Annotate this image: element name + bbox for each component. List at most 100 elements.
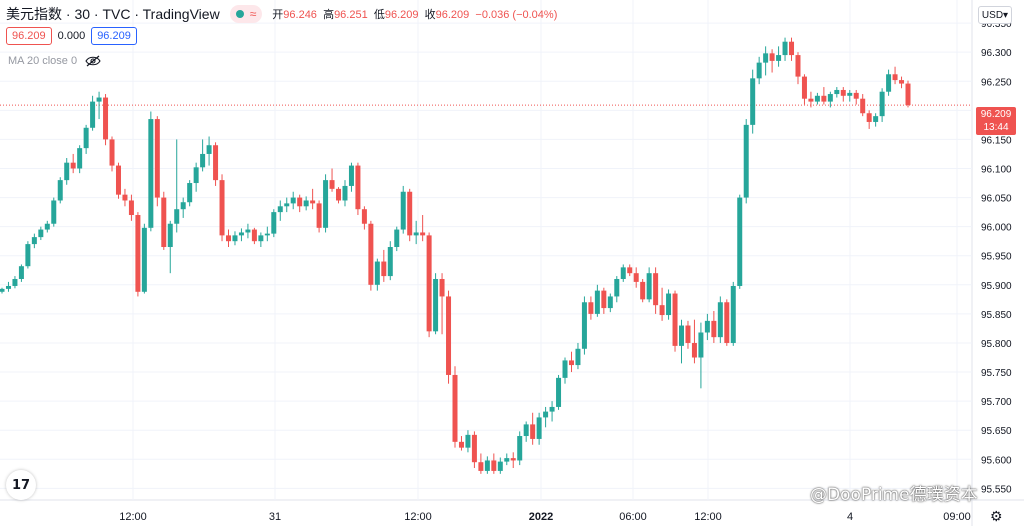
candle-body (491, 460, 497, 471)
x-tick-label: 31 (269, 511, 281, 523)
candle (226, 229, 231, 248)
y-tick-label: 95.800 (981, 339, 1012, 350)
candle (368, 220, 374, 291)
candle (258, 232, 264, 248)
spread-value: 0.000 (57, 30, 86, 42)
candle (290, 191, 296, 210)
candle-body (575, 348, 581, 366)
candle (517, 431, 523, 466)
candle-body (251, 229, 257, 242)
candle-body (879, 91, 885, 117)
candle (607, 293, 613, 313)
candle (348, 162, 354, 192)
candle-body (83, 127, 89, 149)
candle (284, 197, 290, 213)
candle-body (504, 458, 510, 462)
candle (109, 136, 115, 172)
candle (562, 357, 568, 384)
candle (115, 162, 121, 199)
candle (323, 174, 329, 233)
candle (303, 196, 309, 211)
buy-price-button[interactable]: 96.209 (91, 27, 137, 45)
candle (594, 284, 600, 317)
candle (536, 412, 542, 445)
candle-body (245, 229, 251, 233)
candle (601, 287, 607, 314)
candle-body (264, 233, 270, 236)
candle-body (847, 92, 853, 96)
candle-body (704, 320, 710, 333)
y-tick-label: 95.600 (981, 455, 1012, 466)
candle (711, 310, 717, 343)
candle (167, 220, 173, 274)
x-tick-label: 06:00 (619, 511, 647, 523)
candle-body (420, 232, 426, 236)
candle (763, 46, 769, 76)
candle-body (698, 332, 704, 358)
candle-body (38, 229, 44, 238)
candle (316, 200, 322, 233)
y-tick-label: 96.100 (981, 164, 1012, 175)
candle-body (633, 273, 639, 282)
tradingview-logo[interactable]: 17 (6, 470, 36, 500)
candle (251, 227, 257, 245)
candle-body (510, 458, 516, 461)
candle (51, 197, 57, 227)
candle (374, 258, 380, 291)
candle (70, 153, 76, 174)
candle-body (297, 197, 303, 207)
currency-dropdown[interactable]: USD▾ (978, 6, 1012, 24)
close-value: 96.209 (435, 9, 470, 21)
candle-body (57, 180, 63, 201)
candle-body (530, 424, 536, 439)
candle (530, 412, 536, 445)
candle-body (827, 94, 833, 102)
candle (666, 289, 672, 320)
candle-body (368, 223, 374, 285)
market-status-badge[interactable]: ≈ (229, 5, 263, 23)
candle-body (51, 200, 57, 224)
candle (264, 226, 270, 242)
candle (439, 273, 445, 335)
x-tick-label: 09:00 (943, 511, 971, 523)
candle (717, 296, 723, 343)
candle-body (452, 374, 458, 442)
candle (497, 457, 503, 474)
candle (879, 88, 885, 122)
candle-body (115, 165, 121, 195)
candle (342, 180, 348, 207)
candle (38, 226, 44, 241)
candle-body (238, 232, 244, 236)
indicator-legend[interactable]: MA 20 close 0 (8, 55, 101, 67)
candle-body (556, 377, 562, 407)
candle-body (640, 281, 646, 300)
candle (271, 209, 277, 238)
candle-body (64, 162, 70, 181)
candle (277, 200, 283, 221)
candle-body (484, 460, 490, 471)
candle-body (685, 325, 691, 343)
gear-icon[interactable]: ⚙ (990, 508, 1003, 524)
candle-body (601, 290, 607, 309)
candle-body (750, 78, 756, 125)
candle (588, 296, 594, 320)
sell-price-button[interactable]: 96.209 (6, 27, 52, 45)
candle-body (316, 203, 322, 228)
candle-body (381, 261, 387, 277)
candle (633, 267, 639, 288)
candle (549, 401, 555, 422)
candle-body (25, 244, 31, 267)
candle (523, 421, 529, 442)
candle (905, 80, 911, 108)
candle-body (446, 296, 452, 375)
candle-body (284, 203, 290, 207)
watermark-text: @DooPrime德璞资本 (810, 485, 978, 505)
candle-body (543, 411, 549, 418)
candle (866, 110, 872, 129)
candle (407, 188, 413, 242)
candle (420, 215, 426, 242)
eye-crossed-icon[interactable] (85, 55, 101, 67)
y-tick-label: 95.650 (981, 426, 1012, 437)
candle (847, 89, 853, 102)
